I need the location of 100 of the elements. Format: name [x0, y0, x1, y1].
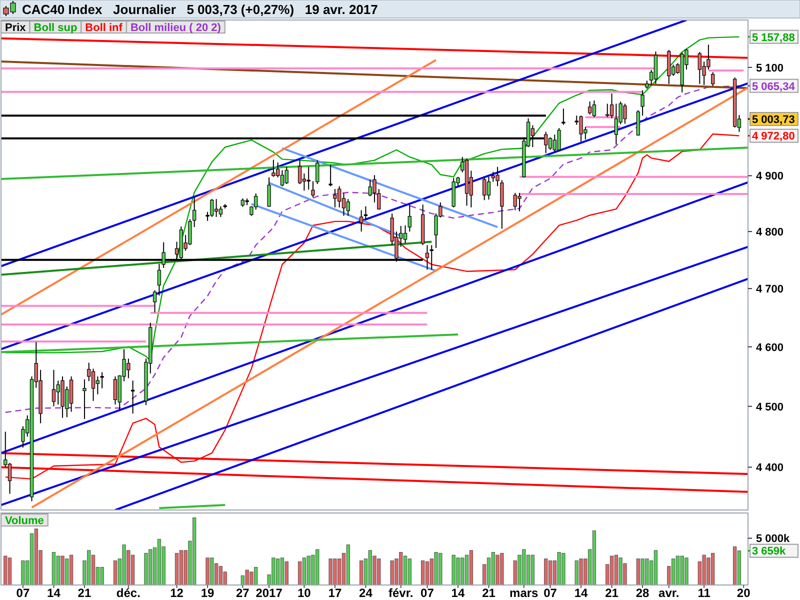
bar — [732, 546, 737, 585]
x-tick-label: 17 — [328, 586, 342, 600]
y-tick-label: 4 600 — [756, 342, 784, 354]
text: 5 003,73 — [752, 114, 795, 126]
x-tick-label: 24 — [359, 586, 373, 600]
bar — [100, 566, 104, 585]
candlestick — [425, 244, 430, 270]
x-tick-label: 2017 — [256, 586, 283, 600]
x-tick-label: 14 — [574, 586, 588, 600]
candlestick — [272, 159, 276, 178]
candlestick — [588, 101, 592, 116]
x-tick-label: 21 — [482, 586, 496, 600]
candlestick — [636, 110, 640, 136]
candlestick — [482, 176, 486, 201]
x-tick-label: 10 — [298, 586, 312, 600]
text: Prix — [5, 22, 27, 34]
candlestick — [562, 108, 566, 126]
candlestick — [152, 290, 157, 313]
bar — [654, 550, 658, 585]
candlestick — [592, 100, 596, 118]
bar — [548, 560, 552, 585]
bar — [359, 560, 364, 585]
candlestick — [548, 136, 552, 150]
line-series — [4, 85, 740, 413]
x-tick-label: 21 — [78, 586, 92, 600]
x-tick-label: 07 — [544, 586, 558, 600]
candlestick — [91, 368, 96, 402]
data-label: 4 972,80 — [752, 130, 795, 143]
bar — [218, 566, 223, 585]
bar — [298, 561, 302, 585]
bar — [610, 556, 614, 585]
candlestick — [606, 103, 610, 118]
x-tick-label: 28 — [636, 586, 650, 600]
x-tick-label: févr. — [388, 586, 414, 600]
candlestick — [96, 376, 100, 395]
candlestick — [403, 224, 408, 244]
candlestick — [69, 376, 74, 412]
candlestick — [218, 206, 223, 218]
candlestick — [8, 462, 12, 494]
candlestick — [52, 369, 56, 407]
data-label: 3 659k — [752, 546, 787, 558]
bar — [469, 550, 474, 585]
x-tick-label: 12 — [170, 586, 184, 600]
bar — [346, 544, 350, 585]
x-tick-label: avr. — [658, 586, 680, 600]
text: Boll milieu ( 20 2) — [130, 22, 222, 34]
y-tick-label: 5 100 — [756, 62, 784, 74]
bar — [530, 554, 535, 585]
candlestick — [557, 128, 561, 152]
bar — [284, 561, 288, 585]
x-tick-label: 27 — [236, 586, 250, 600]
candlestick — [364, 206, 368, 220]
candlestick — [614, 103, 618, 145]
bar — [113, 560, 118, 585]
line-series — [4, 36, 740, 362]
candlestick — [640, 90, 644, 116]
candlestick — [408, 204, 412, 232]
data-label: 5 157,88 — [752, 32, 795, 44]
bar — [544, 558, 548, 585]
y-tick-label: 4 400 — [756, 462, 784, 474]
candlestick — [298, 160, 302, 185]
candlestick — [430, 244, 434, 270]
candlestick — [342, 192, 346, 216]
candlestick — [500, 180, 504, 230]
candlestick — [610, 93, 614, 119]
y-tick-label: 4 700 — [756, 284, 784, 296]
x-tick-label: 07 — [16, 586, 30, 600]
bar — [676, 556, 680, 585]
candlestick — [157, 263, 162, 296]
candlestick — [486, 176, 491, 200]
bar — [425, 561, 430, 585]
x-tick-label: 20 — [736, 586, 751, 600]
text: Boll inf — [85, 22, 123, 34]
candlestick — [306, 166, 310, 190]
series-label: Volume — [5, 514, 44, 527]
bar — [157, 538, 162, 585]
bar — [8, 558, 12, 585]
candlestick — [82, 378, 86, 420]
bar — [592, 530, 596, 585]
candlestick — [192, 196, 196, 228]
candlestick — [113, 376, 118, 406]
bar — [671, 558, 676, 585]
bar — [174, 552, 179, 585]
candlestick — [698, 52, 702, 84]
candlestick — [280, 170, 284, 187]
bar — [52, 552, 56, 585]
bar — [69, 554, 74, 585]
candlestick — [328, 164, 332, 187]
chart-title: CAC40 Index Journalier 5 003,73 (+0,27%) 19 avr. 2017 — [22, 2, 378, 17]
bar — [737, 550, 742, 585]
candlestick — [496, 166, 500, 187]
bar — [302, 558, 306, 585]
candlestick — [359, 210, 364, 232]
candlestick — [316, 160, 320, 185]
candlestick — [377, 188, 381, 210]
candlestick — [130, 380, 135, 414]
candlestick — [267, 176, 271, 208]
candlestick — [654, 50, 658, 84]
x-tick-label: 19 — [200, 586, 215, 600]
candlestick — [711, 72, 715, 87]
